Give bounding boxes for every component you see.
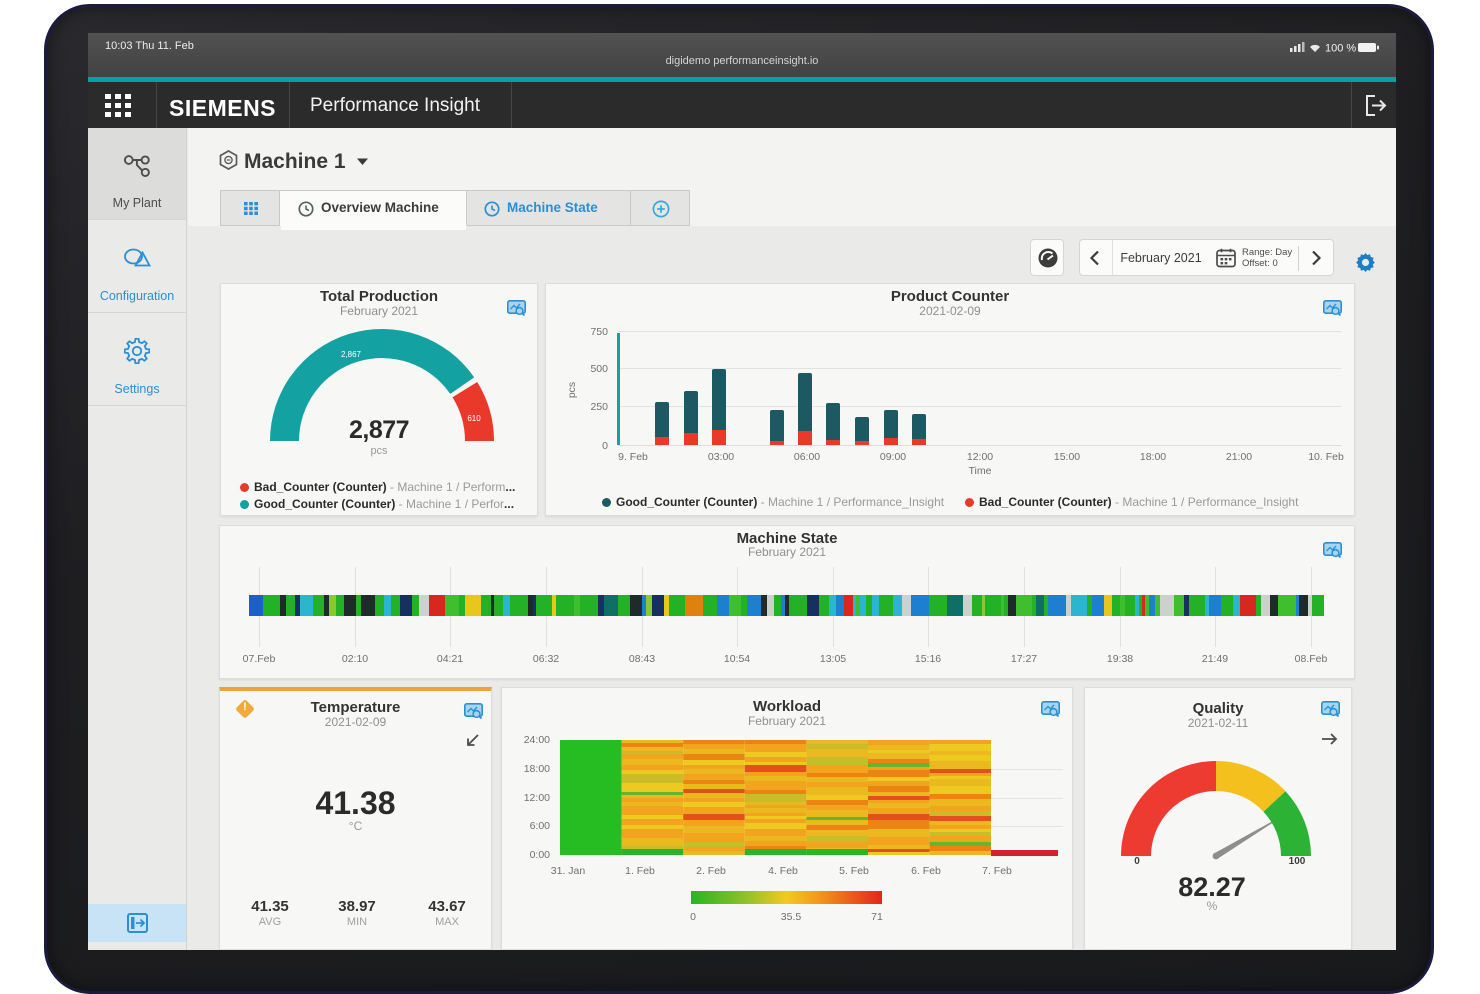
svg-text:2,867: 2,867 bbox=[341, 350, 362, 359]
svg-text:610: 610 bbox=[467, 414, 481, 423]
svg-text:100 %: 100 % bbox=[1325, 43, 1356, 55]
